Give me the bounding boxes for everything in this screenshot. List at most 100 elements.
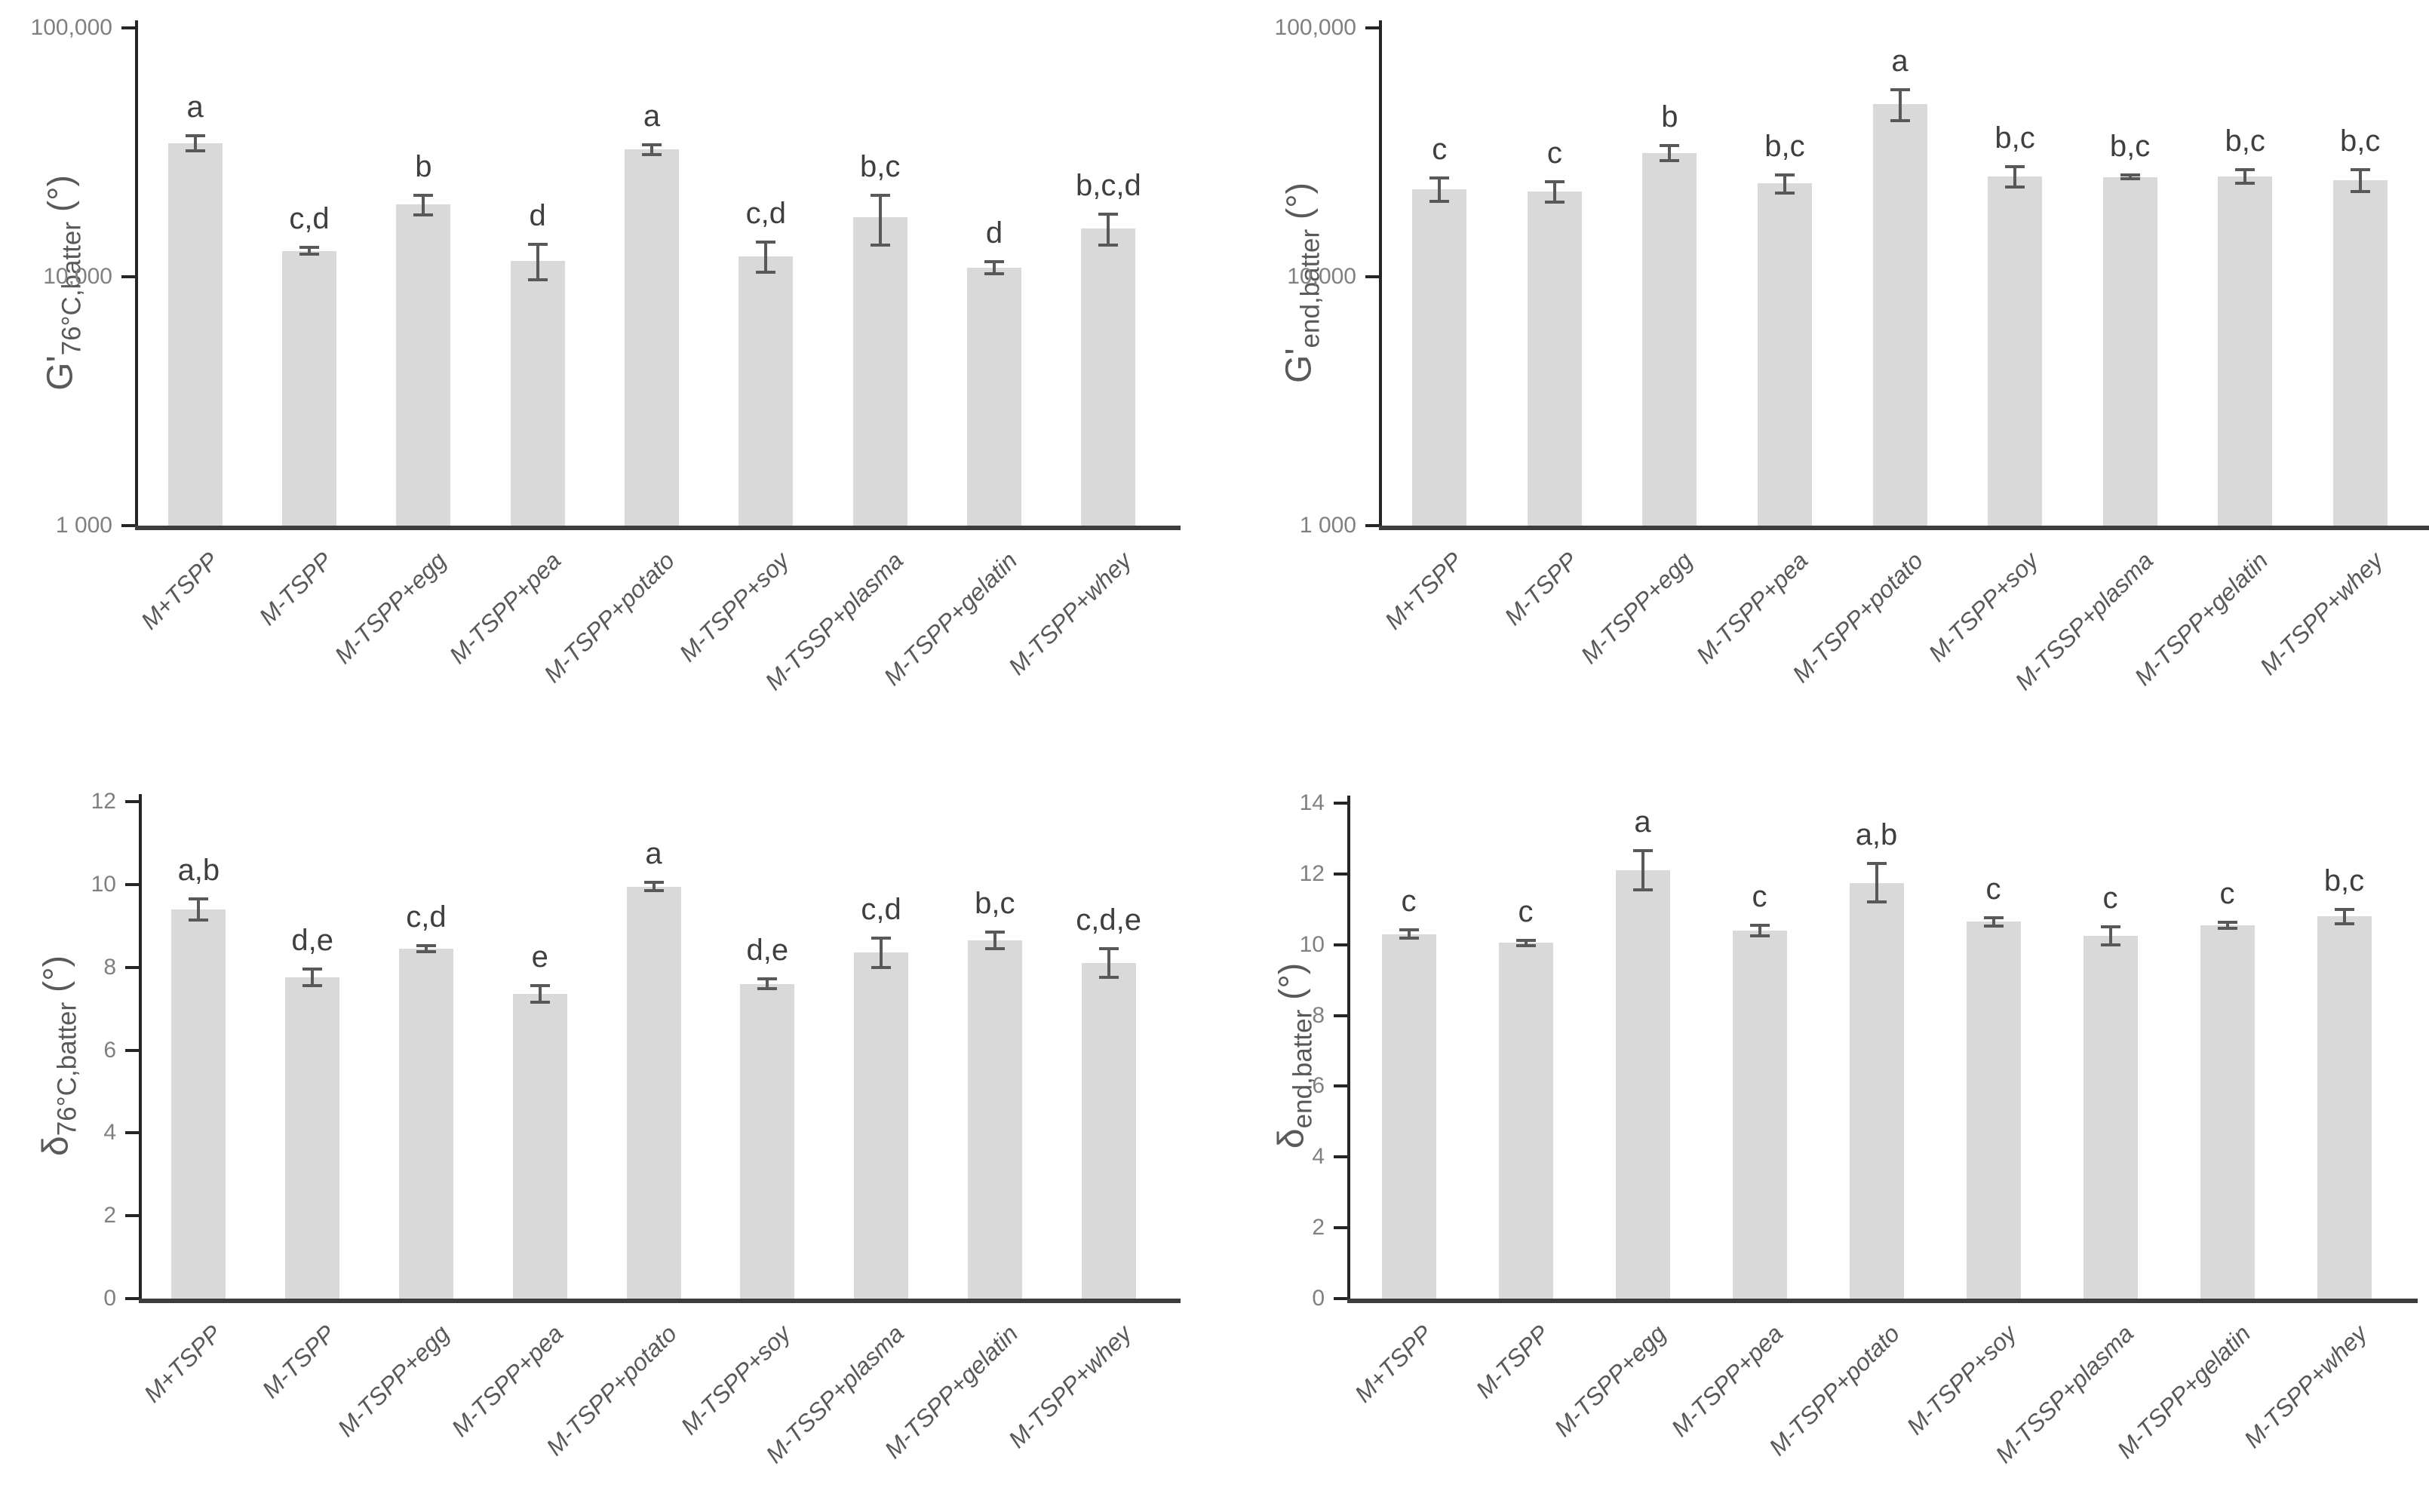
- error-bar-cap-bottom: [1660, 159, 1680, 163]
- significance-letter: b,c: [2109, 129, 2151, 163]
- significance-letter: c: [1432, 133, 1448, 167]
- significance-letter: b,c: [1994, 121, 2035, 155]
- y-tick-mark: [125, 1297, 139, 1300]
- bar-m-tspp-whey: [2332, 179, 2388, 526]
- error-bar-stem: [197, 899, 201, 920]
- bar-m-tspp-potato: [626, 886, 681, 1299]
- error-bar-cap-bottom: [530, 1001, 550, 1004]
- bar-m-tspp-potato: [1872, 104, 1927, 526]
- error-bar-cap-top: [1660, 144, 1680, 148]
- error-bar-cap-top: [2100, 925, 2120, 929]
- error-bar-stem: [650, 144, 653, 155]
- error-bar-cap-top: [302, 968, 323, 971]
- x-tick-label: M-TSPP+soy: [1901, 1320, 2022, 1440]
- x-tick-label: M-TSPP+pea: [446, 1320, 569, 1442]
- y-tick-label: 4: [103, 1120, 116, 1146]
- error-bar-stem: [1783, 174, 1786, 193]
- bar-m-tspp-pea: [1757, 183, 1812, 526]
- x-tick-label: M+TSPP: [135, 547, 224, 635]
- bar-m-tspp-gelatin: [967, 940, 1022, 1299]
- error-bar-cap-bottom: [1774, 191, 1795, 195]
- error-bar-cap-top: [756, 240, 776, 244]
- x-tick-label: M-TSPP+pea: [1690, 547, 1813, 669]
- significance-letter: b,c: [2323, 863, 2365, 897]
- y-tick-label: 12: [1299, 860, 1325, 886]
- y-tick-label: 2: [103, 1203, 116, 1228]
- error-bar-cap-bottom: [185, 149, 205, 152]
- error-bar-stem: [1875, 863, 1878, 903]
- significance-letter: d,e: [291, 924, 333, 958]
- error-bar-cap-top: [1098, 213, 1119, 216]
- error-bar-stem: [424, 946, 428, 952]
- error-bar-stem: [2128, 174, 2132, 179]
- error-bar-stem: [993, 261, 996, 274]
- error-bar-stem: [2342, 909, 2346, 924]
- error-bar-cap-bottom: [984, 271, 1004, 275]
- bar-m-tspp-gelatin: [967, 267, 1021, 526]
- y-axis-title: δend,batter (°): [1271, 963, 1318, 1149]
- x-tick-label: M-TSPP+egg: [329, 547, 452, 669]
- significance-letter: d: [985, 216, 1003, 250]
- y-axis-line: [135, 20, 138, 526]
- error-bar-cap-top: [1399, 928, 1419, 931]
- significance-letter: a: [643, 99, 661, 133]
- bar-m-tspp-potato: [625, 149, 679, 526]
- bar-m-tspp-whey: [1081, 963, 1136, 1299]
- bar-m-tspp-whey: [2317, 916, 2372, 1299]
- y-tick-label: 10: [91, 871, 116, 897]
- bar-m-tspp-soy: [740, 983, 795, 1299]
- x-tick-label: M-TSPP+whey: [1003, 547, 1137, 680]
- error-bar-cap-bottom: [1749, 934, 1770, 937]
- y-tick-label: 10: [1299, 931, 1325, 957]
- significance-letter: d,e: [746, 934, 789, 968]
- bar-m-tssp-plasma: [852, 217, 907, 526]
- error-bar-cap-top: [1429, 176, 1450, 180]
- significance-letter: c: [1546, 136, 1562, 170]
- significance-letter: c,d: [289, 202, 330, 236]
- error-bar-cap-bottom: [643, 889, 664, 893]
- significance-letter: a,b: [1855, 817, 1898, 851]
- error-bar-cap-bottom: [870, 244, 890, 247]
- error-bar-cap-bottom: [871, 965, 892, 969]
- error-bar-cap-top: [1890, 88, 1910, 92]
- error-bar-cap-top: [1866, 861, 1887, 865]
- error-bar-stem: [2243, 170, 2247, 184]
- bar-m-tspp-pea: [512, 994, 567, 1299]
- error-bar-cap-top: [642, 143, 662, 146]
- y-tick-mark: [1365, 275, 1379, 278]
- error-bar-stem: [1552, 181, 1556, 203]
- error-bar-stem: [880, 938, 883, 968]
- bar-m-tspp: [1527, 192, 1582, 526]
- error-bar-stem: [766, 979, 769, 989]
- significance-letter: a,b: [177, 854, 220, 888]
- x-tick-label: M-TSPP+egg: [1549, 1320, 1671, 1442]
- error-bar-cap-bottom: [2100, 943, 2120, 946]
- significance-letter: e: [531, 940, 548, 974]
- error-bar-stem: [536, 244, 539, 281]
- error-bar-cap-top: [189, 897, 209, 901]
- y-tick-label: 0: [1312, 1286, 1325, 1311]
- x-tick-label: M-TSPP+soy: [675, 1320, 796, 1440]
- bar-m-tspp-pea: [1732, 930, 1787, 1299]
- error-bar-cap-bottom: [2235, 182, 2256, 186]
- significance-letter: a: [645, 837, 662, 871]
- y-tick-mark: [1365, 524, 1379, 527]
- bar-m-tssp-plasma: [2102, 176, 2157, 526]
- error-bar-cap-top: [984, 259, 1004, 263]
- error-bar-cap-bottom: [642, 152, 662, 156]
- significance-letter: c: [2219, 877, 2235, 911]
- bar-m-tspp: [282, 250, 336, 526]
- error-bar-stem: [878, 195, 882, 246]
- x-tick-label: M-TSPP: [256, 1320, 341, 1403]
- x-axis-line: [135, 526, 1181, 530]
- error-bar-stem: [1524, 940, 1528, 946]
- error-bar-cap-bottom: [1983, 924, 2004, 928]
- x-axis-line: [1379, 526, 2429, 530]
- error-bar-cap-bottom: [2334, 922, 2354, 925]
- error-bar-cap-top: [185, 133, 205, 137]
- y-tick-mark: [121, 524, 135, 527]
- x-tick-label: M+TSPP: [1349, 1320, 1437, 1408]
- error-bar-cap-bottom: [1098, 976, 1119, 980]
- error-bar-cap-top: [299, 246, 319, 250]
- significance-letter: c: [1401, 885, 1417, 918]
